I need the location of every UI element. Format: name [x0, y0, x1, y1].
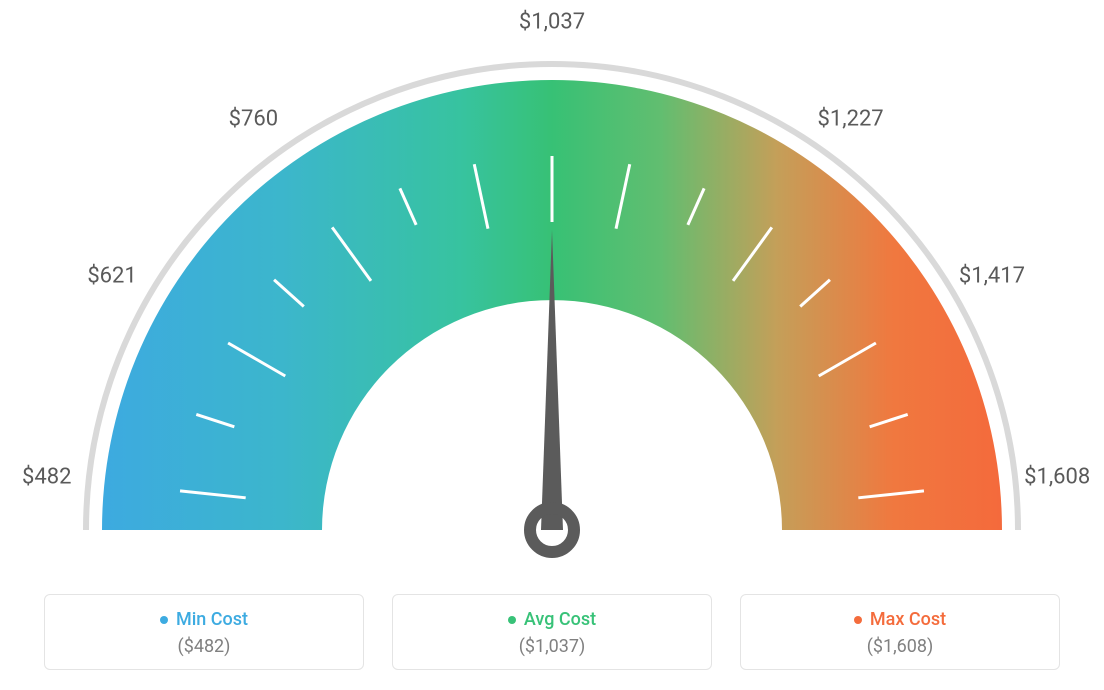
legend-card-min: Min Cost ($482) [44, 594, 364, 671]
legend-card-max: Max Cost ($1,608) [740, 594, 1060, 671]
scale-label: $1,608 [1024, 464, 1090, 489]
legend-value-min: ($482) [55, 636, 353, 657]
scale-label: $621 [87, 264, 136, 289]
legend-row: Min Cost ($482) Avg Cost ($1,037) Max Co… [0, 594, 1104, 671]
gauge-container: $482 $621 $760 $1,037 $1,227 $1,417 $1,608 [0, 0, 1104, 580]
scale-label: $1,227 [818, 107, 884, 132]
legend-title-text: Max Cost [870, 609, 946, 630]
legend-value-avg: ($1,037) [403, 636, 701, 657]
scale-label: $1,417 [959, 264, 1025, 289]
dot-icon [854, 616, 862, 624]
legend-title-text: Min Cost [176, 609, 248, 630]
legend-title-max: Max Cost [854, 609, 946, 630]
scale-label: $760 [229, 107, 278, 132]
dot-icon [160, 616, 168, 624]
scale-label: $1,037 [519, 10, 585, 35]
dot-icon [508, 616, 516, 624]
legend-title-min: Min Cost [160, 609, 248, 630]
gauge-chart [0, 0, 1104, 600]
legend-title-avg: Avg Cost [508, 609, 596, 630]
legend-value-max: ($1,608) [751, 636, 1049, 657]
legend-card-avg: Avg Cost ($1,037) [392, 594, 712, 671]
scale-label: $482 [22, 464, 71, 489]
legend-title-text: Avg Cost [524, 609, 596, 630]
